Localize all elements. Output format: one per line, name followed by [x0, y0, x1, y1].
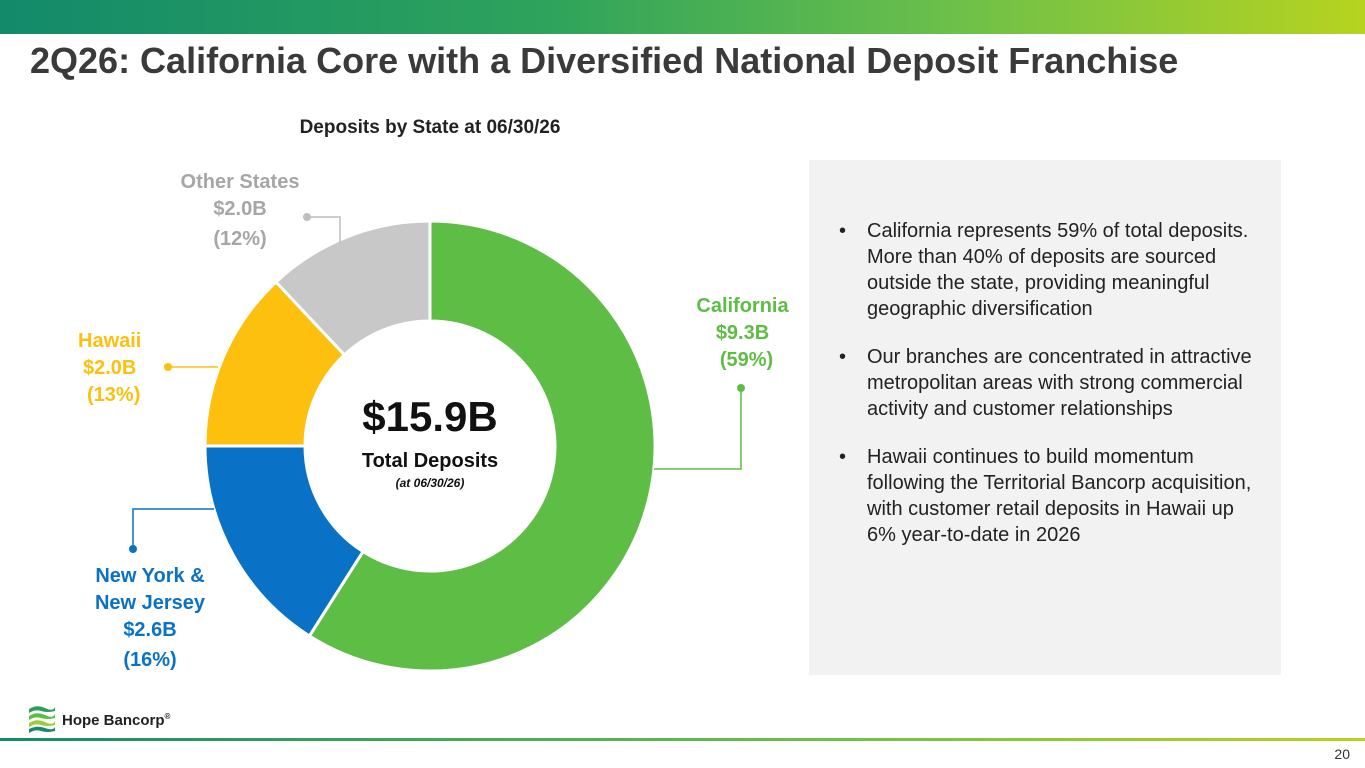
top-gradient-bar: [0, 0, 1365, 34]
label-california: California $9.3B (59%): [660, 293, 825, 374]
bullet-dot-icon: •: [839, 220, 847, 242]
label-hawaii: Hawaii $2.0B (13%): [60, 328, 175, 409]
company-name: Hope Bancorp®: [62, 712, 171, 729]
bullet-dot-icon: •: [839, 346, 847, 368]
donut-slice-california: [307, 219, 657, 673]
hope-bancorp-logo-icon: [29, 706, 55, 733]
label-california-name: California: [696, 295, 789, 317]
leader-line-other-states: [307, 216, 341, 243]
label-other-states-name: Other States: [180, 171, 300, 193]
label-california-percent: (59%): [719, 349, 774, 371]
page-title: 2Q26: California Core with a Diversified…: [30, 40, 1179, 81]
label-ny-nj-amount: $2.6B: [123, 619, 177, 641]
total-deposits-label: Total Deposits: [361, 450, 499, 472]
label-other-states: Other States $2.0B (12%): [160, 169, 320, 253]
bullet-dot-icon: •: [839, 446, 847, 468]
donut-slice-ny-nj: [203, 444, 366, 639]
bullet-item: • California represents 59% of total depo…: [839, 218, 1259, 322]
label-california-amount: $9.3B: [715, 322, 770, 344]
page-number: 20: [1334, 746, 1350, 762]
bullet-item: • Our branches are concentrated in attrac…: [839, 344, 1259, 422]
leader-dot-ny-nj: [129, 545, 137, 553]
leader-dot-other-states: [303, 213, 311, 221]
footer-gradient-line: [0, 738, 1365, 741]
bullet-item: • Hawaii continues to build momentum foll…: [839, 444, 1259, 548]
label-hawaii-percent: (13%): [87, 384, 141, 406]
total-deposits-date: (at 06/30/26): [395, 476, 465, 490]
label-ny-nj-percent: (16%): [123, 649, 177, 671]
donut-slice-other-states: [273, 219, 432, 357]
info-panel: • California represents 59% of total depo…: [809, 160, 1281, 675]
leader-line-ny-nj: [132, 508, 214, 549]
bullet-text: California represents 59% of total depos…: [867, 220, 1249, 320]
label-ny-nj-name-line2: New Jersey: [94, 592, 206, 614]
bullet-text: Our branches are concentrated in attract…: [867, 346, 1252, 420]
bullet-list: • California represents 59% of total depo…: [839, 218, 1259, 570]
total-deposits-value: $15.9B: [362, 393, 498, 440]
label-other-states-amount: $2.0B: [213, 198, 267, 220]
leader-dot-california: [737, 384, 745, 392]
leader-line-california: [654, 388, 742, 470]
chart-title: Deposits by State at 06/30/26: [299, 117, 561, 138]
label-ny-nj-name-line1: New York &: [95, 565, 205, 587]
label-ny-nj: New York & New Jersey $2.6B (16%): [65, 563, 235, 674]
bullet-text: Hawaii continues to build momentum follo…: [867, 446, 1252, 546]
label-hawaii-name: Hawaii: [78, 330, 142, 352]
label-hawaii-amount: $2.0B: [83, 357, 137, 379]
leader-dot-hawaii: [164, 363, 172, 371]
label-other-states-percent: (12%): [213, 228, 267, 250]
